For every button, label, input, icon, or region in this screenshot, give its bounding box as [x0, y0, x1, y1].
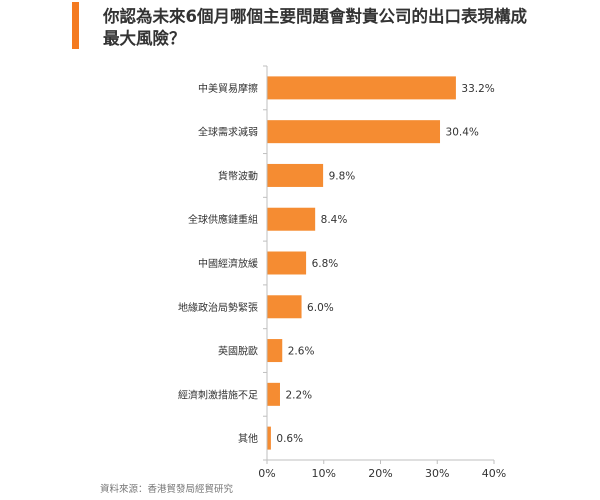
category-label: 全球供應鏈重組: [188, 213, 258, 226]
chart-title: 你認為未來6個月哪個主要問題會對貴公司的出口表現構成最大風險？: [103, 7, 527, 48]
data-label: 8.4%: [321, 214, 348, 226]
data-label: 33.2%: [461, 83, 494, 95]
data-label: 6.0%: [307, 302, 334, 314]
bar: [267, 207, 316, 231]
bar: [267, 251, 307, 275]
bar: [267, 426, 271, 450]
category-label: 貨幣波動: [218, 169, 258, 182]
category-label: 全球需求減弱: [198, 126, 258, 139]
category-label: 中國經濟放緩: [198, 257, 258, 270]
data-label: 2.2%: [285, 389, 312, 401]
category-label: 經濟刺激措施不足: [178, 388, 258, 401]
bar: [267, 76, 456, 100]
bar: [267, 382, 280, 406]
data-label: 9.8%: [329, 170, 356, 182]
title-accent-bar: [72, 2, 79, 49]
x-tick-label: 40%: [482, 467, 506, 480]
data-label: 30.4%: [446, 127, 479, 139]
source-note: 資料來源：香港貿發局經貿研究: [100, 484, 234, 495]
data-label: 6.8%: [312, 258, 339, 270]
bar: [267, 120, 441, 144]
x-tick-label: 0%: [258, 467, 275, 480]
category-label: 其他: [238, 432, 258, 445]
category-label: 中美貿易摩擦: [198, 82, 258, 95]
data-label: 2.6%: [288, 346, 315, 358]
x-tick-label: 10%: [312, 467, 336, 480]
bar: [267, 339, 283, 363]
category-label: 地緣政治局勢緊張: [178, 301, 258, 314]
x-tick-label: 30%: [425, 467, 449, 480]
bar: [267, 163, 324, 187]
category-label: 英國脫歐: [218, 345, 258, 358]
x-tick-label: 20%: [368, 467, 392, 480]
bar: [267, 295, 302, 319]
data-label: 0.6%: [276, 433, 303, 445]
